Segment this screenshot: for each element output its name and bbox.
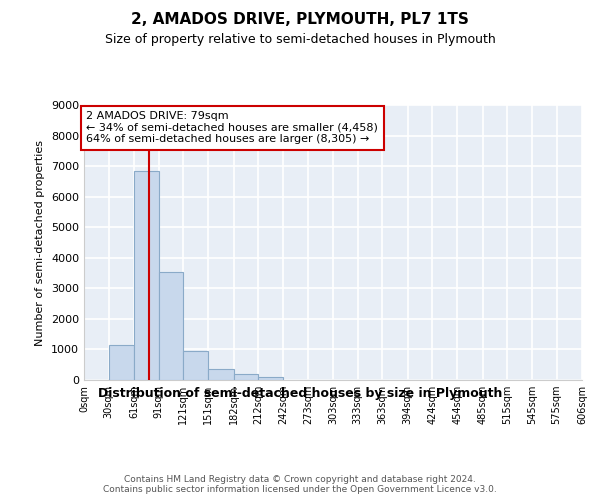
Bar — [208, 370, 233, 380]
Bar — [134, 170, 159, 380]
Text: Size of property relative to semi-detached houses in Plymouth: Size of property relative to semi-detach… — [104, 32, 496, 46]
Bar — [258, 377, 283, 380]
Bar — [159, 272, 184, 380]
Text: 2 AMADOS DRIVE: 79sqm
← 34% of semi-detached houses are smaller (4,458)
64% of s: 2 AMADOS DRIVE: 79sqm ← 34% of semi-deta… — [86, 111, 379, 144]
Bar — [109, 345, 134, 380]
Text: Distribution of semi-detached houses by size in Plymouth: Distribution of semi-detached houses by … — [98, 388, 502, 400]
Text: 2, AMADOS DRIVE, PLYMOUTH, PL7 1TS: 2, AMADOS DRIVE, PLYMOUTH, PL7 1TS — [131, 12, 469, 28]
Text: Contains HM Land Registry data © Crown copyright and database right 2024.
Contai: Contains HM Land Registry data © Crown c… — [103, 475, 497, 494]
Bar — [233, 374, 258, 380]
Y-axis label: Number of semi-detached properties: Number of semi-detached properties — [35, 140, 46, 346]
Bar — [184, 351, 208, 380]
